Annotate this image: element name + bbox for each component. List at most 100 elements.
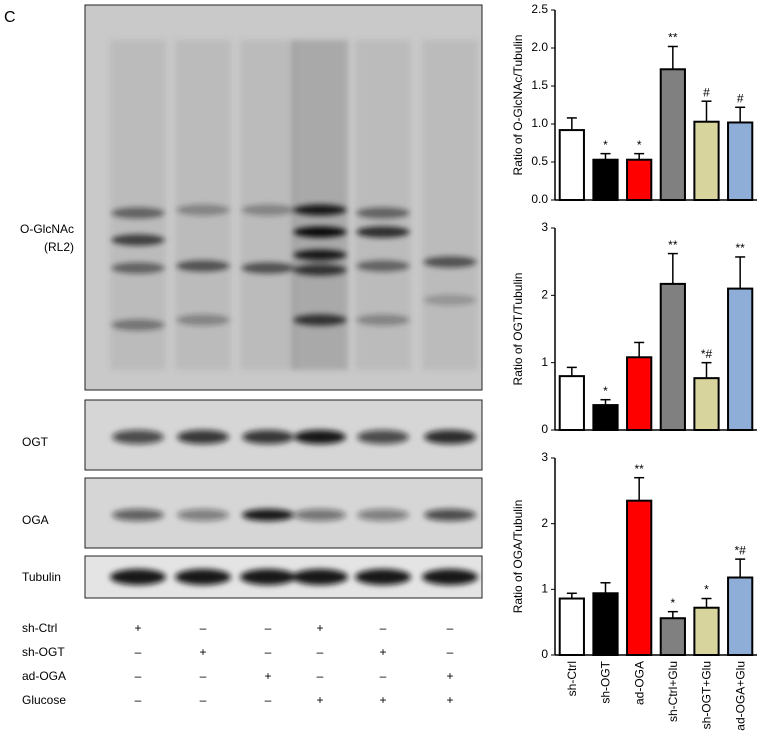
treatment-mark: +: [446, 669, 453, 683]
treatment-mark: +: [199, 645, 206, 659]
band: [293, 204, 347, 216]
band: [422, 569, 478, 585]
treatment-label: Glucose: [22, 693, 66, 707]
blot-label: O-GlcNAc: [20, 222, 74, 236]
treatment-mark: –: [265, 645, 272, 659]
y-tick-label: 3: [541, 450, 548, 464]
bar: [693, 120, 720, 201]
treatment-mark: –: [200, 669, 207, 683]
bands: [110, 40, 478, 585]
bar: [558, 129, 585, 201]
annotation: *: [603, 138, 608, 152]
treatment-mark: –: [135, 669, 142, 683]
treatment-mark: +: [379, 645, 386, 659]
bar: [727, 576, 754, 656]
treatment-mark: –: [135, 645, 142, 659]
band: [294, 430, 346, 444]
band: [241, 262, 295, 274]
treatment-mark: –: [200, 693, 207, 707]
band: [112, 509, 164, 521]
bar: [558, 597, 585, 657]
blot-label: OGA: [22, 513, 49, 527]
x-tick-label: ad-OGA+Glu: [733, 661, 747, 731]
annotation: *#: [701, 347, 713, 361]
band: [292, 569, 348, 585]
y-tick-label: 0.5: [531, 154, 548, 168]
bar: [626, 499, 653, 656]
annotation: **: [735, 241, 745, 255]
annotation: #: [703, 85, 710, 99]
y-tick-label: 0: [541, 647, 548, 661]
band: [356, 314, 410, 326]
annotation: *: [670, 596, 675, 610]
y-tick-label: 0.0: [531, 192, 548, 206]
x-tick-label: sh-Ctrl+Glu: [666, 661, 680, 722]
band: [424, 430, 476, 444]
band: [242, 430, 294, 444]
treatment-mark: +: [134, 621, 141, 635]
treatment-label: sh-OGT: [22, 645, 65, 659]
bar: [693, 606, 720, 656]
blot-label: (RL2): [44, 240, 74, 254]
band: [423, 256, 477, 268]
band: [240, 569, 296, 585]
y-tick-label: 1.5: [531, 78, 548, 92]
annotation: *: [603, 384, 608, 398]
band: [424, 509, 476, 521]
annotation: **: [668, 238, 678, 252]
treatment-mark: +: [446, 693, 453, 707]
band: [294, 509, 346, 521]
band: [176, 204, 230, 216]
band: [176, 314, 230, 326]
band: [177, 430, 229, 444]
band: [111, 207, 165, 219]
y-tick-label: 3: [541, 220, 548, 234]
treatment-mark: –: [265, 693, 272, 707]
y-tick-label: 2: [541, 516, 548, 530]
smear: [422, 40, 478, 370]
y-axis-label: Ratio of O-GlcNAc/Tubulin: [511, 35, 525, 176]
band: [293, 264, 347, 276]
bar: [693, 377, 720, 431]
smear: [110, 40, 166, 370]
band: [423, 294, 477, 306]
treatment-mark: +: [379, 693, 386, 707]
band: [241, 204, 295, 216]
annotation: #: [737, 91, 744, 105]
band: [293, 226, 347, 238]
treatment-mark: –: [380, 669, 387, 683]
y-tick-label: 2: [541, 288, 548, 302]
band: [355, 569, 411, 585]
bar: [592, 404, 619, 432]
bar: [558, 375, 585, 431]
panel-label: C: [4, 9, 16, 26]
band: [242, 509, 294, 521]
blot-label: OGT: [22, 435, 49, 449]
treatment-mark: +: [264, 669, 271, 683]
blot-label: Tubulin: [22, 570, 61, 584]
y-tick-label: 0: [541, 422, 548, 436]
bar: [659, 68, 686, 201]
treatment-mark: –: [447, 645, 454, 659]
band: [110, 569, 166, 585]
treatment-mark: –: [200, 621, 207, 635]
x-tick-label: sh-OGT+Glu: [700, 661, 714, 729]
band: [112, 430, 164, 444]
band: [111, 262, 165, 274]
y-tick-label: 2.5: [531, 2, 548, 16]
bar: [727, 121, 754, 201]
band: [356, 226, 410, 238]
bar: [626, 356, 653, 431]
annotation: *: [637, 138, 642, 152]
y-tick-label: 2.0: [531, 40, 548, 54]
x-tick-label: ad-OGA: [632, 661, 646, 705]
band: [175, 569, 231, 585]
treatment-mark: –: [317, 645, 324, 659]
y-tick-label: 1.0: [531, 116, 548, 130]
treatment-label: ad-OGA: [22, 669, 66, 683]
band: [111, 234, 165, 246]
band: [356, 260, 410, 272]
band: [293, 314, 347, 326]
band: [111, 319, 165, 331]
